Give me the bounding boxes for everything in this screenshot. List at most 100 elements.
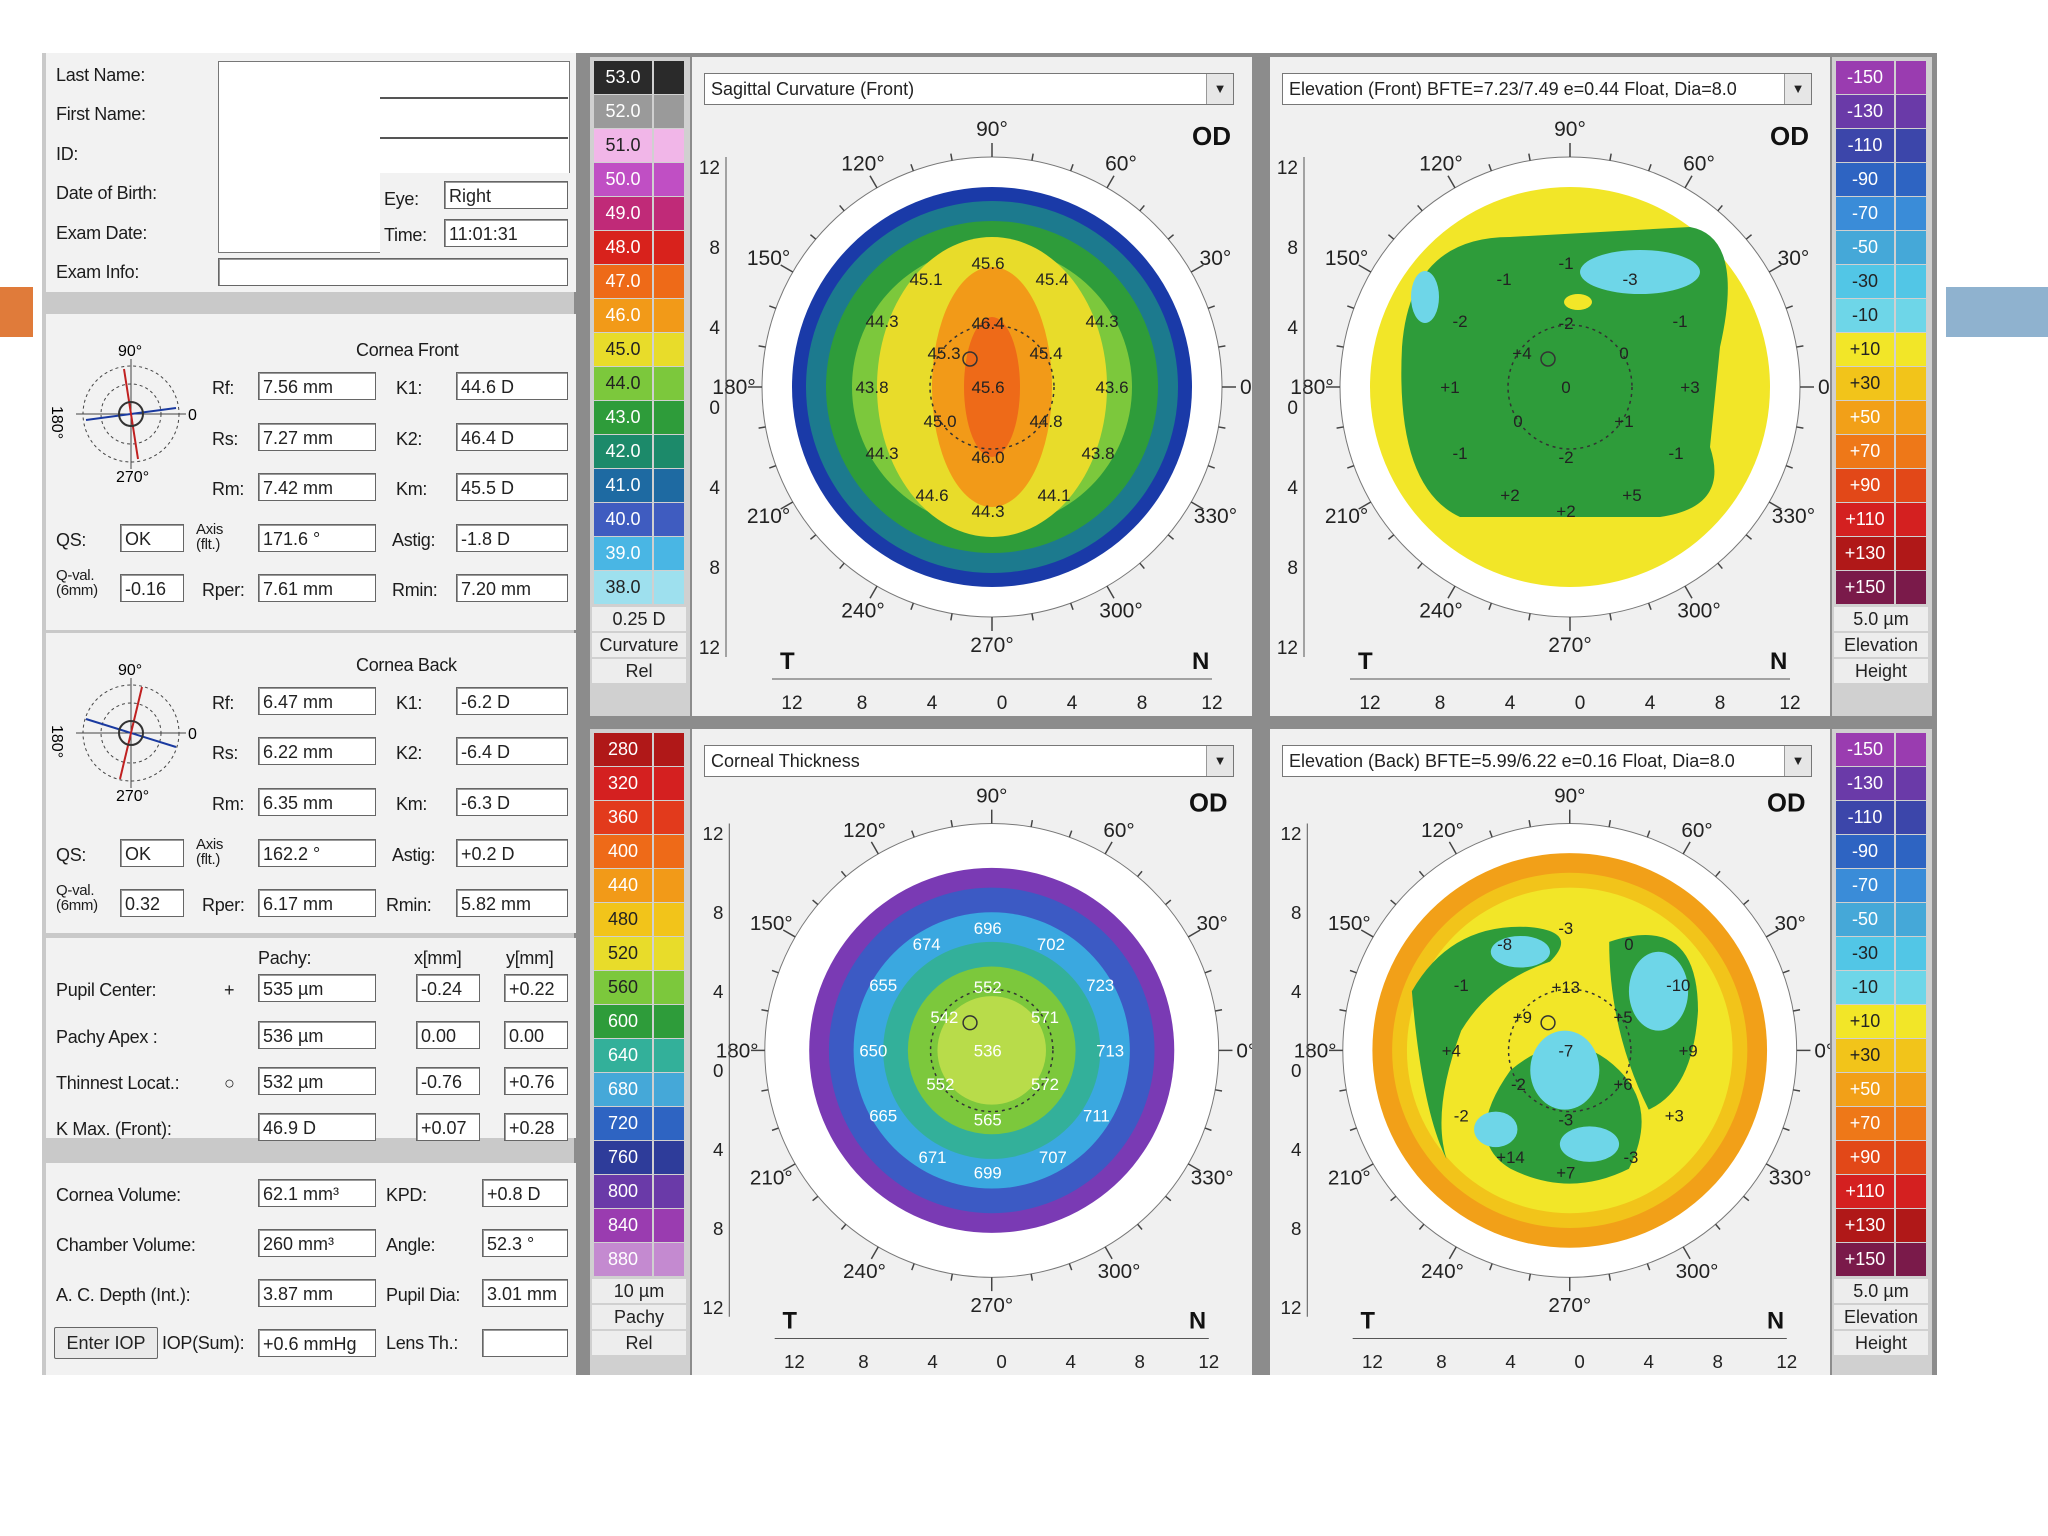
legend-bar — [654, 1039, 684, 1072]
horizontal-axis-tick: 4 — [1065, 1351, 1075, 1372]
degree-tick — [1448, 1246, 1457, 1260]
angle-label: 120° — [1419, 153, 1462, 176]
back-rf-field[interactable]: 6.47 mm — [258, 687, 376, 715]
sagittal-curvature-map[interactable]: 45.6 45.1 45.4 44.3 46.4 44.3 45.3 45.4 43.8 45.6… — [692, 117, 1252, 716]
back-k1-field[interactable]: -6.2 D — [456, 687, 568, 715]
degree-tick — [1336, 345, 1344, 348]
back-rper-field[interactable]: 6.17 mm — [258, 889, 376, 917]
angle-label: 150° — [747, 247, 790, 270]
back-k2-field[interactable]: -6.4 D — [456, 737, 568, 765]
cornea-volume-field[interactable]: 62.1 mm³ — [258, 1179, 376, 1207]
degree-tick — [1684, 175, 1693, 189]
row-y[interactable]: +0.22 — [504, 974, 568, 1002]
back-qs-field[interactable]: OK — [120, 839, 184, 867]
time-field[interactable]: 11:01:31 — [444, 219, 568, 247]
back-rs-field[interactable]: 6.22 mm — [258, 737, 376, 765]
row-y[interactable]: +0.28 — [504, 1113, 568, 1141]
angle-label: 0° — [1818, 376, 1830, 399]
legend-swatch: 560 — [594, 971, 652, 1004]
horizontal-axis-tick: 8 — [1137, 693, 1148, 714]
enter-iop-button[interactable]: Enter IOP — [54, 1327, 158, 1359]
elevation-back-map[interactable]: -3 -8 0 -1 +13 -10 +9 +5 +4 -7 +9 -2 +6 -2 -3 +3 +14 -3 +7… — [1270, 784, 1830, 1375]
map-type-dropdown[interactable]: Corneal Thickness ▼ — [704, 745, 1234, 777]
front-rm-field[interactable]: 7.42 mm — [258, 473, 376, 501]
back-qval-field[interactable]: 0.32 — [120, 889, 184, 917]
back-km-field[interactable]: -6.3 D — [456, 788, 568, 816]
back-rmin-field[interactable]: 5.82 mm — [456, 889, 568, 917]
eye-indicator: OD — [1192, 121, 1231, 151]
degree-tick — [1339, 1009, 1347, 1012]
k2-label: K2: — [396, 429, 423, 449]
degree-tick — [1796, 345, 1804, 348]
vertical-axis-tick: 8 — [713, 902, 723, 923]
row-pachy[interactable]: 532 µm — [258, 1067, 376, 1095]
row-pachy[interactable]: 535 µm — [258, 974, 376, 1002]
front-k1-field[interactable]: 44.6 D — [456, 372, 568, 400]
cornea-back-section: Cornea Back 90° 180° 0 270° Rf: 6.47 mm … — [46, 633, 576, 933]
chevron-down-icon: ▼ — [1784, 746, 1811, 776]
degree-tick — [758, 426, 766, 429]
row-pachy[interactable]: 46.9 D — [258, 1113, 376, 1141]
back-rm-field[interactable]: 6.35 mm — [258, 788, 376, 816]
degree-tick — [1068, 1263, 1073, 1271]
map-value-label: +5 — [1613, 1008, 1632, 1027]
row-x[interactable]: -0.24 — [416, 974, 480, 1002]
front-axis-field[interactable]: 171.6 ° — [258, 524, 376, 552]
degree-tick — [1165, 1195, 1172, 1202]
map-value-label: 552 — [926, 1075, 954, 1094]
degree-tick — [1390, 1195, 1397, 1202]
row-x[interactable]: +0.07 — [416, 1113, 480, 1141]
front-rf-field[interactable]: 7.56 mm — [258, 372, 376, 400]
legend-bar — [1896, 1005, 1926, 1038]
pupil-dia-field[interactable]: 3.01 mm — [482, 1279, 568, 1307]
front-km-field[interactable]: 45.5 D — [456, 473, 568, 501]
ac-depth-field[interactable]: 3.87 mm — [258, 1279, 376, 1307]
front-astig-field[interactable]: -1.8 D — [456, 524, 568, 552]
first-name-field[interactable] — [380, 137, 568, 139]
row-y[interactable]: +0.76 — [504, 1067, 568, 1095]
degree-tick — [1349, 1127, 1357, 1132]
row-x[interactable]: -0.76 — [416, 1067, 480, 1095]
front-qval-field[interactable]: -0.16 — [120, 574, 184, 602]
map-value-label: -2 — [1454, 1106, 1469, 1125]
row-y[interactable]: 0.00 — [504, 1021, 568, 1049]
front-rper-field[interactable]: 7.61 mm — [258, 574, 376, 602]
back-axis-field[interactable]: 162.2 ° — [258, 839, 376, 867]
front-rs-field[interactable]: 7.27 mm — [258, 423, 376, 451]
front-k2-field[interactable]: 46.4 D — [456, 423, 568, 451]
legend-swatch: +90 — [1836, 469, 1894, 502]
map-type-dropdown[interactable]: Sagittal Curvature (Front) ▼ — [704, 73, 1234, 105]
map-value-label: 552 — [974, 978, 1002, 997]
eye-field[interactable]: Right — [444, 181, 568, 209]
kpd-field[interactable]: +0.8 D — [482, 1179, 568, 1207]
dob-label: Date of Birth: — [56, 183, 157, 203]
row-x[interactable]: 0.00 — [416, 1021, 480, 1049]
legend-step: 5.0 µm — [1834, 607, 1928, 631]
chamber-volume-field[interactable]: 260 mm³ — [258, 1229, 376, 1257]
angle-label: 210° — [1328, 1167, 1371, 1190]
degree-tick — [950, 1273, 954, 1281]
last-name-field[interactable] — [380, 97, 568, 99]
front-qs-field[interactable]: OK — [120, 524, 184, 552]
legend-swatch: 46.0 — [594, 299, 652, 332]
degree-tick — [1418, 870, 1425, 878]
legend-swatch: +50 — [1836, 401, 1894, 434]
front-rmin-field[interactable]: 7.20 mm — [456, 574, 568, 602]
exam-info-field[interactable] — [218, 258, 568, 286]
row-pachy[interactable]: 536 µm — [258, 1021, 376, 1049]
angle-label: 180° — [1294, 1039, 1337, 1062]
row-symbol: ○ — [224, 1073, 235, 1093]
lens-thickness-field[interactable] — [482, 1329, 568, 1357]
map-value-label: 0 — [1624, 935, 1633, 954]
legend-swatch: -30 — [1836, 937, 1894, 970]
map-type-dropdown[interactable]: Elevation (Front) BFTE=7.23/7.49 e=0.44 … — [1282, 73, 1812, 105]
dropdown-label: Sagittal Curvature (Front) — [711, 79, 915, 99]
iop-field[interactable]: +0.6 mmHg — [258, 1329, 376, 1357]
corneal-thickness-map[interactable]: 696 674 702 655 552 723 542 571 650 536 713 552 572 6… — [692, 784, 1252, 1375]
back-astig-field[interactable]: +0.2 D — [456, 839, 568, 867]
map-value-label: -2 — [1452, 312, 1467, 331]
map-type-dropdown[interactable]: Elevation (Back) BFTE=5.99/6.22 e=0.16 F… — [1282, 745, 1812, 777]
elevation-front-map[interactable]: -1 -1 -3 -2 -2 -1 +4 0 +1 0 +3 0 +1 -1 -2 -1 +2 +5 +2 90° 12… — [1270, 117, 1830, 716]
degree-tick — [1358, 264, 1372, 273]
angle-field[interactable]: 52.3 ° — [482, 1229, 568, 1257]
